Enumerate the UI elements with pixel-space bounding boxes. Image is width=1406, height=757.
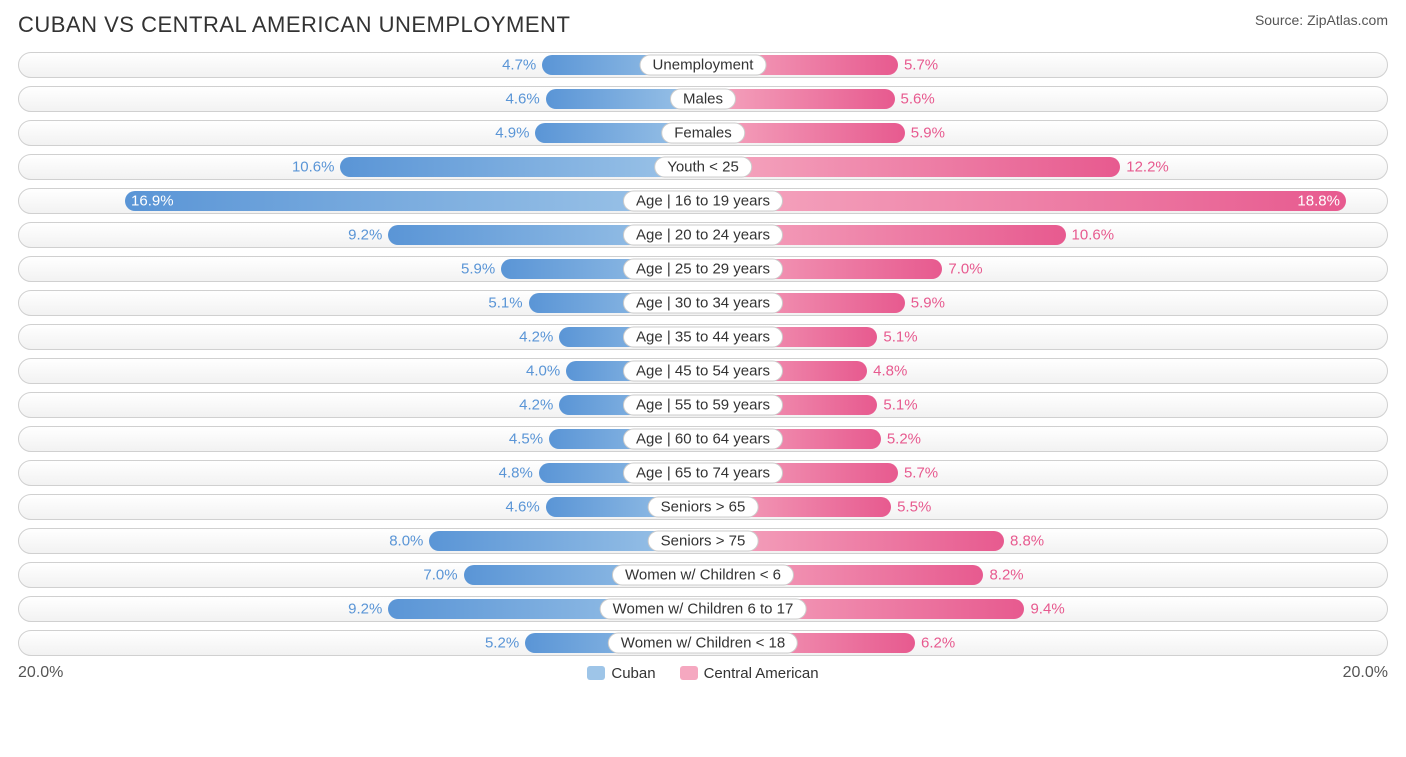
category-label: Women w/ Children 6 to 17 xyxy=(600,599,807,620)
legend-swatch-right xyxy=(680,666,698,680)
value-right: 6.2% xyxy=(915,635,955,652)
value-left: 4.9% xyxy=(495,125,535,142)
value-left: 9.2% xyxy=(348,601,388,618)
value-right: 5.7% xyxy=(898,57,938,74)
value-right: 5.7% xyxy=(898,465,938,482)
category-label: Age | 16 to 19 years xyxy=(623,191,783,212)
category-label: Age | 60 to 64 years xyxy=(623,429,783,450)
value-right: 18.8% xyxy=(1297,193,1340,210)
category-label: Seniors > 75 xyxy=(648,531,759,552)
chart-row: 4.0% 4.8% Age | 45 to 54 years xyxy=(18,358,1388,384)
category-label: Females xyxy=(661,123,745,144)
value-left: 4.5% xyxy=(509,431,549,448)
legend-swatch-left xyxy=(587,666,605,680)
bar-right: 18.8% xyxy=(703,191,1346,211)
chart-row: 4.8% 5.7% Age | 65 to 74 years xyxy=(18,460,1388,486)
category-label: Age | 45 to 54 years xyxy=(623,361,783,382)
value-left: 4.8% xyxy=(499,465,539,482)
source-label: Source: ZipAtlas.com xyxy=(1255,12,1388,28)
chart-row: 4.6% 5.6% Males xyxy=(18,86,1388,112)
legend-item-left: Cuban xyxy=(587,665,655,682)
value-right: 10.6% xyxy=(1066,227,1115,244)
chart-row: 10.6%12.2%Youth < 25 xyxy=(18,154,1388,180)
value-left: 7.0% xyxy=(423,567,463,584)
value-left: 9.2% xyxy=(348,227,388,244)
category-label: Age | 25 to 29 years xyxy=(623,259,783,280)
bar-right: 12.2% xyxy=(703,157,1120,177)
chart-row: 5.2% 6.2% Women w/ Children < 18 xyxy=(18,630,1388,656)
chart-row: 4.2% 5.1% Age | 55 to 59 years xyxy=(18,392,1388,418)
bar-left: 10.6% xyxy=(340,157,703,177)
value-left: 5.1% xyxy=(488,295,528,312)
category-label: Age | 65 to 74 years xyxy=(623,463,783,484)
category-label: Age | 30 to 34 years xyxy=(623,293,783,314)
value-right: 5.6% xyxy=(895,91,935,108)
chart-title: CUBAN VS CENTRAL AMERICAN UNEMPLOYMENT xyxy=(18,12,570,38)
value-right: 7.0% xyxy=(942,261,982,278)
value-left: 4.6% xyxy=(505,499,545,516)
chart-rows-container: 4.7% 5.7% Unemployment 4.6% 5.6% Males 4.9% 5.9… xyxy=(18,52,1388,656)
chart-row: 4.5% 5.2% Age | 60 to 64 years xyxy=(18,426,1388,452)
value-right: 12.2% xyxy=(1120,159,1169,176)
legend: Cuban Central American xyxy=(587,665,818,682)
value-right: 9.4% xyxy=(1024,601,1064,618)
chart-row: 4.7% 5.7% Unemployment xyxy=(18,52,1388,78)
legend-item-right: Central American xyxy=(680,665,819,682)
chart-row: 9.2% 10.6% Age | 20 to 24 years xyxy=(18,222,1388,248)
value-right: 5.2% xyxy=(881,431,921,448)
value-right: 5.1% xyxy=(877,397,917,414)
value-left: 4.2% xyxy=(519,397,559,414)
category-label: Males xyxy=(670,89,736,110)
value-right: 8.2% xyxy=(983,567,1023,584)
value-right: 5.9% xyxy=(905,125,945,142)
value-left: 4.7% xyxy=(502,57,542,74)
category-label: Age | 35 to 44 years xyxy=(623,327,783,348)
legend-label-left: Cuban xyxy=(611,665,655,682)
value-right: 5.1% xyxy=(877,329,917,346)
category-label: Women w/ Children < 18 xyxy=(608,633,798,654)
category-label: Age | 20 to 24 years xyxy=(623,225,783,246)
legend-label-right: Central American xyxy=(704,665,819,682)
category-label: Youth < 25 xyxy=(654,157,752,178)
value-left: 16.9% xyxy=(131,193,174,210)
value-right: 8.8% xyxy=(1004,533,1044,550)
chart-row: 4.2% 5.1% Age | 35 to 44 years xyxy=(18,324,1388,350)
category-label: Women w/ Children < 6 xyxy=(612,565,794,586)
axis-max-left: 20.0% xyxy=(18,664,63,682)
chart-row: 5.1% 5.9% Age | 30 to 34 years xyxy=(18,290,1388,316)
value-left: 5.2% xyxy=(485,635,525,652)
axis-max-right: 20.0% xyxy=(1343,664,1388,682)
value-left: 10.6% xyxy=(292,159,341,176)
chart-row: 16.9% 18.8% Age | 16 to 19 years xyxy=(18,188,1388,214)
chart-row: 4.6% 5.5% Seniors > 65 xyxy=(18,494,1388,520)
value-left: 5.9% xyxy=(461,261,501,278)
value-right: 5.9% xyxy=(905,295,945,312)
chart-row: 5.9% 7.0% Age | 25 to 29 years xyxy=(18,256,1388,282)
value-left: 4.6% xyxy=(505,91,545,108)
category-label: Seniors > 65 xyxy=(648,497,759,518)
chart-row: 4.9% 5.9% Females xyxy=(18,120,1388,146)
chart-row: 9.2% 9.4% Women w/ Children 6 to 17 xyxy=(18,596,1388,622)
value-left: 4.2% xyxy=(519,329,559,346)
value-right: 4.8% xyxy=(867,363,907,380)
chart-row: 8.0% 8.8% Seniors > 75 xyxy=(18,528,1388,554)
value-right: 5.5% xyxy=(891,499,931,516)
category-label: Unemployment xyxy=(640,55,767,76)
value-left: 4.0% xyxy=(526,363,566,380)
bar-left: 16.9% xyxy=(125,191,703,211)
value-left: 8.0% xyxy=(389,533,429,550)
chart-row: 7.0% 8.2% Women w/ Children < 6 xyxy=(18,562,1388,588)
category-label: Age | 55 to 59 years xyxy=(623,395,783,416)
